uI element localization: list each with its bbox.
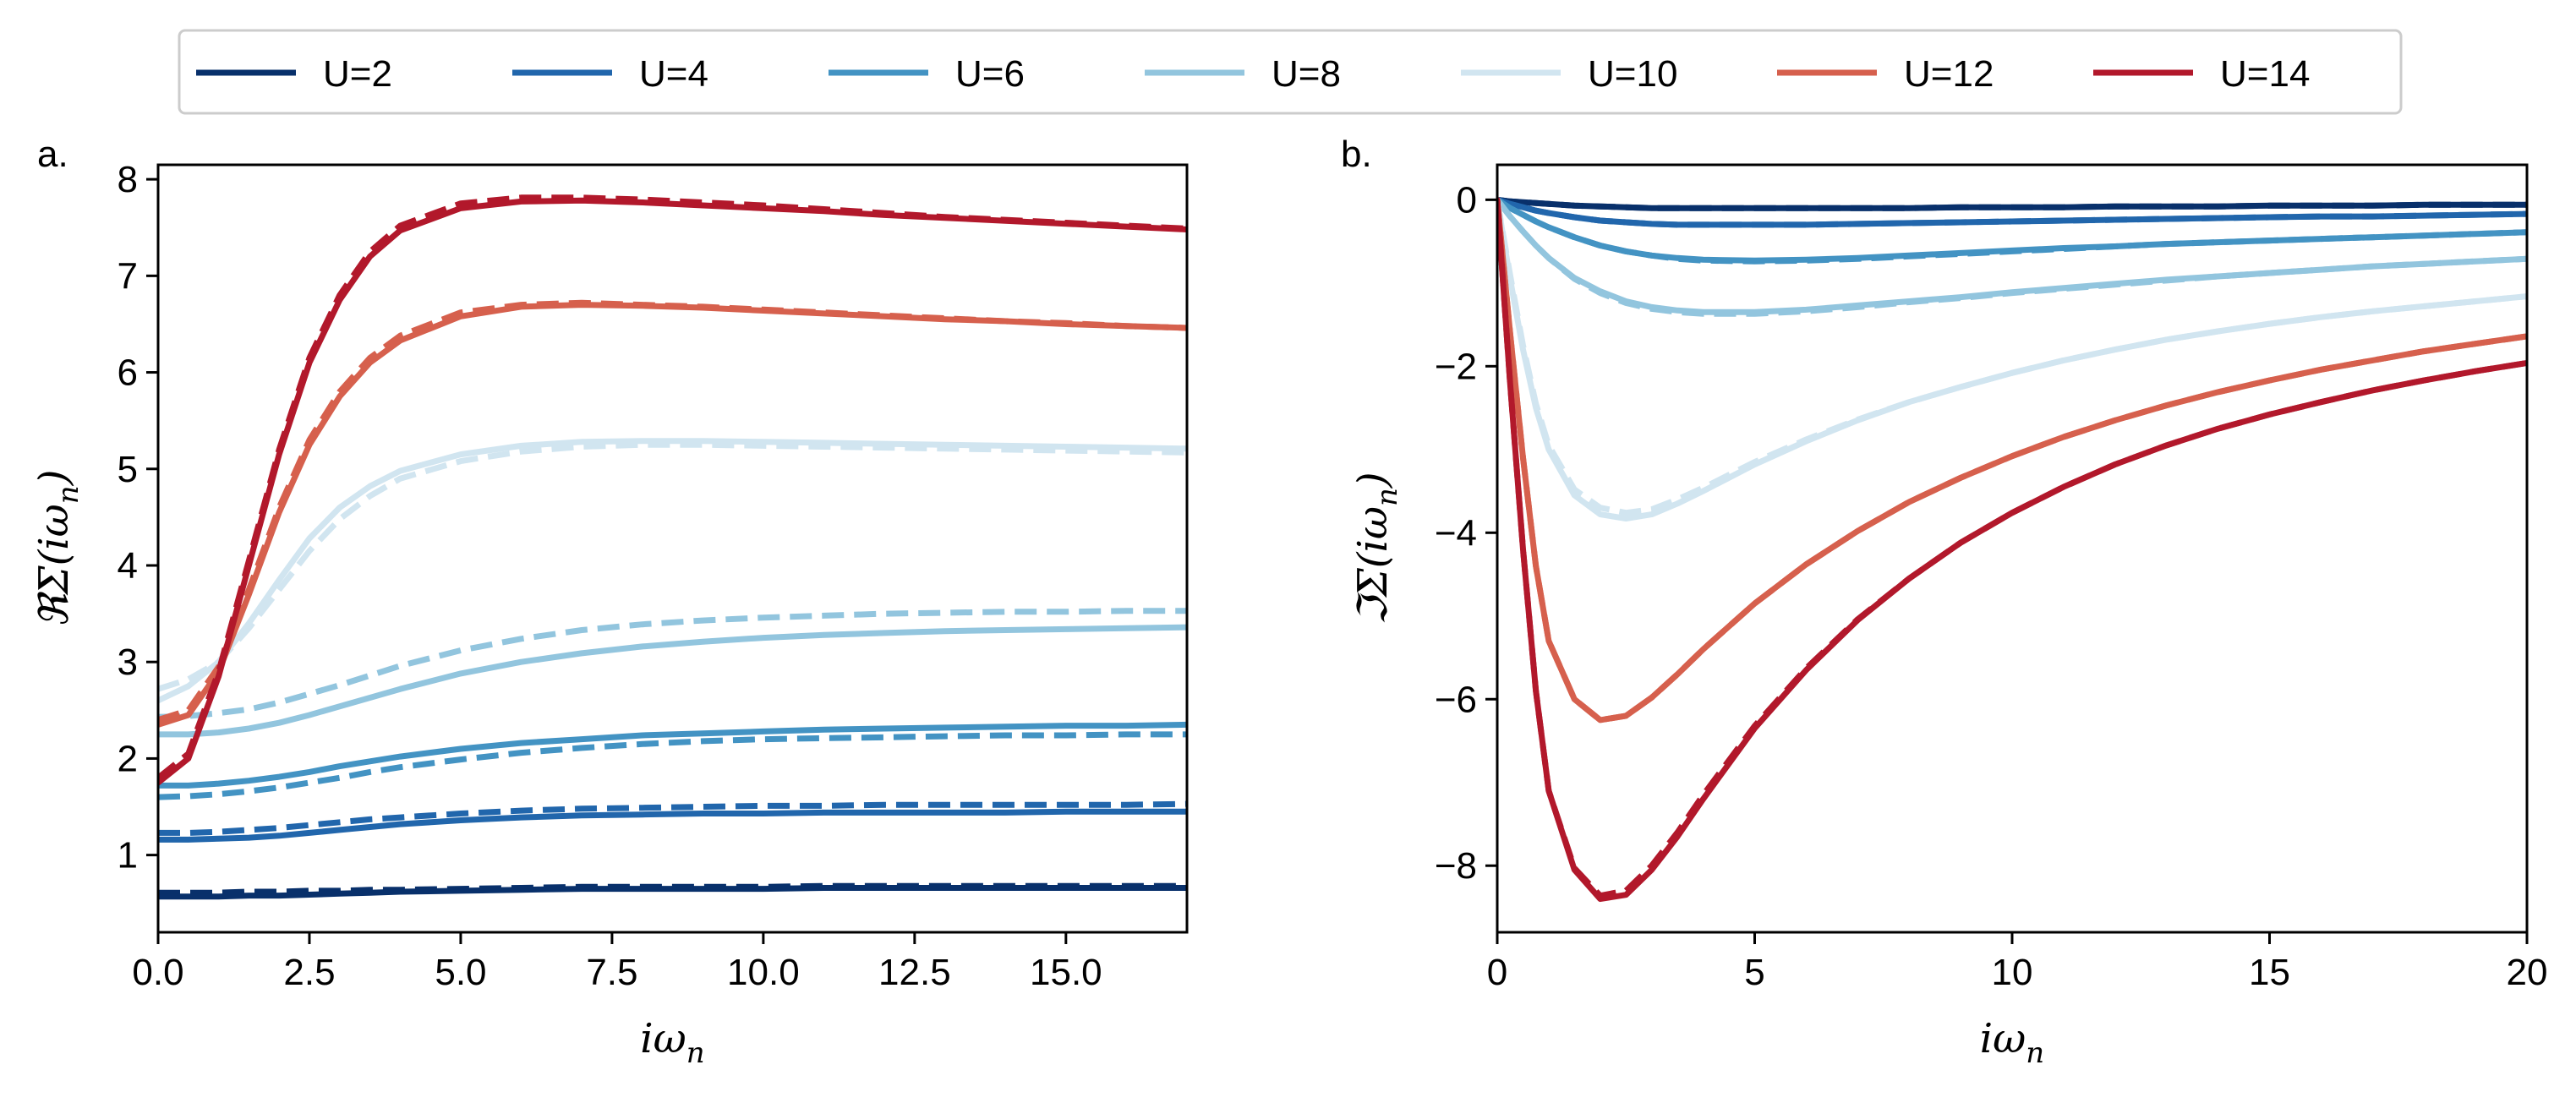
x-tick-label: 5 (1744, 952, 1764, 993)
y-tick-label: 8 (118, 159, 138, 200)
x-tick-label: 12.5 (878, 952, 951, 993)
legend-label: U=10 (1588, 53, 1677, 95)
y-axis-label: ℑΣ(iωn) (1349, 472, 1404, 625)
x-tick-label: 10 (1992, 952, 2033, 993)
x-tick-label: 7.5 (586, 952, 637, 993)
series-line-solid-u8 (158, 624, 1187, 738)
series-line-dashed-u14 (158, 194, 1187, 781)
y-tick-label: 1 (118, 835, 138, 876)
series-line-solid-u14 (1497, 196, 2527, 903)
panel-b: b. 0 5 10 15 20 0 −2 −4 −6 −8 iωn ℑΣ(iωn) (1341, 134, 2547, 1070)
legend-label: U=12 (1904, 53, 1994, 95)
series-line-solid-u2 (158, 885, 1187, 900)
y-tick-label: 4 (118, 545, 138, 587)
x-tick-label: 15.0 (1030, 952, 1102, 993)
y-tick-label: 0 (1457, 179, 1477, 221)
panel-b-label: b. (1341, 134, 1372, 175)
series-line-solid-u6 (1497, 196, 2527, 264)
series-line-solid-u10 (1497, 196, 2527, 521)
y-tick-label: −6 (1435, 679, 1477, 720)
series-line-dashed-u6 (158, 731, 1187, 800)
x-tick-label: 10.0 (727, 952, 800, 993)
legend: U=2 U=4 U=6 U=8 U=10 U=12 U=14 (178, 29, 2403, 115)
series-line-solid-u12 (1497, 196, 2527, 724)
y-tick-label: −2 (1435, 346, 1477, 387)
y-tick-label: 7 (118, 255, 138, 297)
legend-label: U=6 (955, 53, 1025, 95)
panel-a: a. 0.0 2.5 5.0 7.5 10.0 12.5 15.0 1 2 3 4 5 6 7 8 iωn ℜΣ… (30, 134, 1189, 1070)
x-tick-label: 15 (2249, 952, 2290, 993)
legend-label: U=14 (2220, 53, 2310, 95)
series-line-solid-u2 (1497, 196, 2527, 211)
series-line-dashed-u10 (1497, 199, 2527, 516)
legend-label: U=2 (323, 53, 392, 95)
y-tick-label: −8 (1435, 845, 1477, 887)
y-tick-label: 6 (118, 352, 138, 394)
axes-frame (1496, 163, 2529, 934)
y-tick-label: −4 (1435, 512, 1477, 554)
y-tick-label: 3 (118, 642, 138, 683)
x-axis-label: iωn (640, 1015, 704, 1070)
x-tick-label: 5.0 (435, 952, 486, 993)
series-line-solid-u12 (158, 302, 1187, 728)
legend-frame (178, 29, 2403, 115)
series-line-solid-u4 (1497, 196, 2527, 228)
series-line-solid-u8 (1497, 196, 2527, 315)
x-tick-label: 0.0 (132, 952, 183, 993)
series-line-dashed-u10 (158, 441, 1187, 692)
series-line-solid-u10 (158, 438, 1187, 704)
series-line-dashed-u12 (158, 299, 1187, 724)
legend-label: U=4 (639, 53, 708, 95)
y-axis-label: ℜΣ(iωn) (30, 470, 85, 628)
y-tick-label: 2 (118, 738, 138, 779)
series-line-dashed-u4 (158, 800, 1187, 836)
series-line-solid-u14 (158, 197, 1187, 786)
panel-a-label: a. (37, 134, 68, 175)
axes-frame (156, 163, 1189, 934)
legend-label: U=8 (1272, 53, 1341, 95)
x-axis-label: iωn (1980, 1015, 2044, 1070)
x-tick-label: 2.5 (283, 952, 335, 993)
x-tick-label: 0 (1487, 952, 1507, 993)
series-line-dashed-u12 (1497, 199, 2527, 724)
series-line-solid-u6 (158, 721, 1187, 789)
series-line-solid-u4 (158, 808, 1187, 843)
series-line-dashed-u8 (158, 608, 1187, 720)
x-tick-label: 20 (2507, 952, 2548, 993)
y-tick-label: 5 (118, 449, 138, 490)
